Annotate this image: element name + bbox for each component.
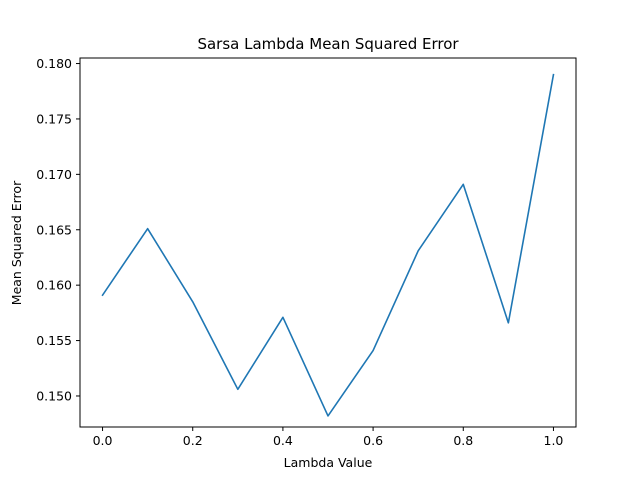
x-tick-label: 0.8 [453, 433, 473, 448]
chart-title: Sarsa Lambda Mean Squared Error [197, 35, 459, 53]
y-tick-label: 0.175 [36, 111, 72, 126]
y-tick-label: 0.150 [36, 388, 72, 403]
x-axis-ticks: 0.0 0.2 0.4 0.6 0.8 1.0 [93, 427, 564, 448]
x-tick-label: 0.6 [363, 433, 383, 448]
y-tick-label: 0.170 [36, 167, 72, 182]
axes-frame [79, 57, 577, 428]
axes-border [79, 57, 577, 428]
y-axis-label: Mean Squared Error [9, 180, 24, 305]
y-tick-label: 0.155 [36, 333, 72, 348]
y-tick-label: 0.180 [36, 56, 72, 71]
series-layer [101, 73, 555, 417]
x-tick-label: 0.2 [183, 433, 203, 448]
y-tick-label: 0.160 [36, 278, 72, 293]
x-tick-label: 0.4 [273, 433, 293, 448]
y-axis-ticks: 0.150 0.155 0.160 0.165 0.170 0.175 0.180 [36, 56, 80, 403]
x-tick-label: 1.0 [544, 433, 564, 448]
series-line [101, 73, 555, 417]
y-tick-label: 0.165 [36, 222, 72, 237]
x-tick-label: 0.0 [93, 433, 113, 448]
x-axis-label: Lambda Value [284, 455, 373, 470]
